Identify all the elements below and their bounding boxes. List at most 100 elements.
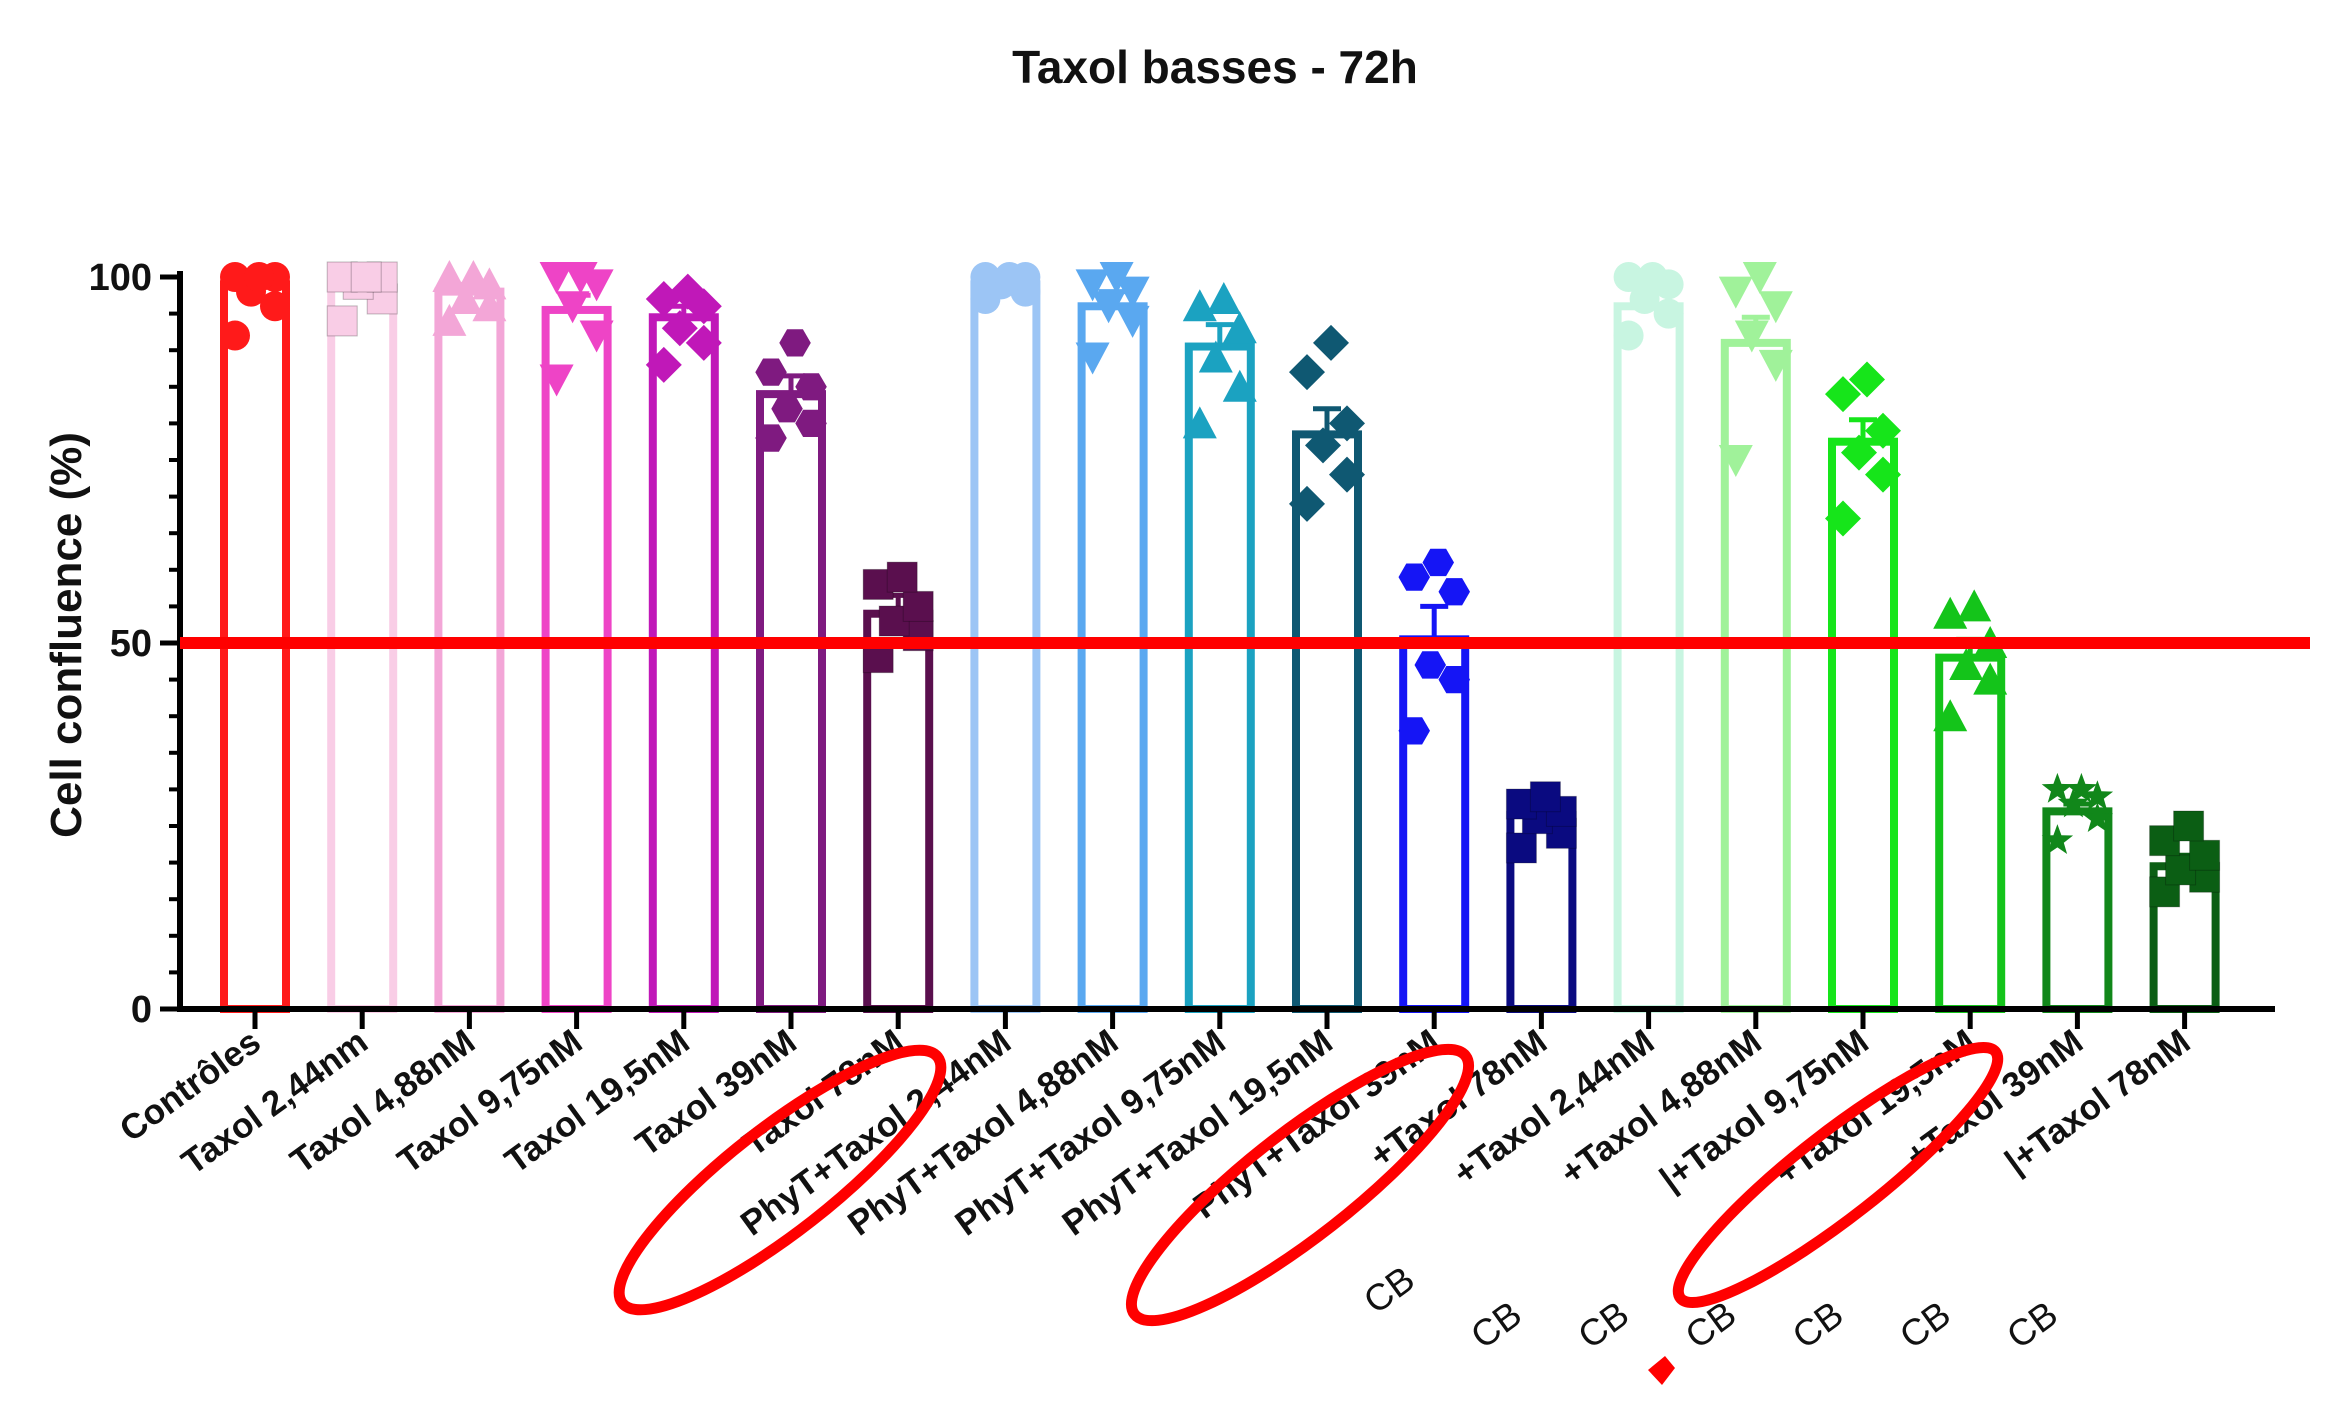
highlight-ellipse: [1672, 1041, 2004, 1309]
chart-title: Taxol basses - 72h: [1012, 41, 1418, 93]
cb-label: CB: [1571, 1293, 1637, 1356]
category-label: Taxol 9,75nM: [391, 1022, 590, 1181]
data-point: [350, 261, 382, 293]
data-point: [244, 262, 274, 292]
data-point: [902, 590, 934, 622]
data-point: [795, 373, 827, 401]
data-point: [326, 305, 358, 337]
data-point: [795, 409, 827, 437]
data-point: [1933, 699, 1968, 732]
data-point: [432, 303, 467, 336]
red-mark-fragment: [1648, 1356, 1675, 1385]
data-point: [1289, 354, 1325, 391]
data-point: [1849, 361, 1885, 398]
data-point: [1758, 349, 1793, 382]
data-point: [2081, 802, 2114, 832]
data-point: [1075, 342, 1110, 375]
highlight-ellipse: [613, 1044, 947, 1316]
data-point: [1613, 262, 1644, 292]
data-point: [1718, 276, 1753, 309]
data-point: [1422, 548, 1454, 577]
data-point: [2041, 772, 2074, 803]
data-point: [1099, 262, 1134, 294]
bar: [1613, 302, 1684, 1013]
bar: [1292, 430, 1362, 1013]
cb-label: CB: [1463, 1293, 1529, 1356]
data-point: [1398, 717, 1430, 745]
data-point: [685, 324, 722, 361]
category-label: Taxol 2,44nm: [175, 1022, 375, 1182]
data-point: [1529, 781, 1561, 813]
data-point: [1758, 291, 1793, 324]
cb-label: CB: [1785, 1293, 1851, 1356]
data-point: [779, 329, 811, 357]
data-point: [1653, 298, 1684, 329]
data-point: [1198, 340, 1233, 373]
data-point: [539, 364, 574, 397]
highlight-ellipse: [1125, 1043, 1475, 1327]
data-point: [1505, 832, 1537, 864]
data-point: [994, 262, 1025, 292]
cb-label: CB: [1999, 1293, 2065, 1356]
data-point: [1115, 276, 1150, 309]
bar: [756, 390, 826, 1013]
data-point: [755, 424, 787, 452]
y-tick-label: 0: [131, 989, 152, 1031]
data-point: [2057, 787, 2090, 818]
data-point: [1841, 434, 1877, 471]
data-point: [661, 310, 698, 347]
data-point: [1637, 262, 1668, 292]
data-point: [1438, 578, 1470, 606]
bar: [1184, 342, 1255, 1014]
category-label: Taxol 4,88nM: [283, 1022, 482, 1181]
data-point: [1222, 369, 1257, 402]
data-point: [970, 262, 1001, 292]
data-point: [669, 273, 706, 310]
annotation-overlay: [613, 1041, 2004, 1385]
data-points: [220, 260, 2221, 908]
data-point: [1398, 563, 1430, 591]
data-point: [555, 291, 590, 324]
data-point: [1414, 651, 1446, 679]
data-point: [1825, 500, 1861, 537]
data-point: [1718, 445, 1753, 477]
data-point: [1313, 324, 1349, 361]
bar: [648, 313, 719, 1013]
y-tick-label: 100: [89, 257, 152, 299]
bar: [434, 287, 505, 1013]
data-point: [1865, 412, 1901, 449]
data-point: [260, 291, 290, 322]
data-point: [1865, 456, 1901, 493]
bar: [1399, 635, 1470, 1014]
category-label: |+Taxol 78nM: [1998, 1022, 2197, 1182]
data-point: [1329, 405, 1365, 442]
data-point: [1957, 589, 1992, 622]
axes: [177, 271, 2310, 1029]
data-point: [1949, 647, 1984, 680]
data-point: [1742, 262, 1777, 294]
data-point: [220, 262, 250, 292]
data-point: [2189, 839, 2221, 871]
data-point: [2081, 780, 2114, 811]
data-point: [1613, 320, 1644, 351]
data-point: [448, 281, 483, 314]
cb-label: CB: [1356, 1258, 1422, 1321]
data-point: [1075, 269, 1110, 302]
bar: [1077, 302, 1148, 1013]
data-point: [1438, 666, 1470, 694]
y-axis-label: Cell confluence (%): [42, 432, 91, 838]
data-point: [1091, 291, 1126, 324]
category-label: Taxol 19,5nM: [498, 1022, 697, 1181]
data-point: [1289, 485, 1325, 522]
data-point: [456, 260, 491, 292]
data-point: [1222, 311, 1257, 344]
bar: [1720, 338, 1791, 1013]
data-point: [579, 320, 614, 353]
y-axis-ticks: 0 50 100: [89, 257, 180, 1031]
data-point: [645, 346, 682, 383]
bar: [541, 305, 612, 1013]
data-point: [1115, 305, 1150, 338]
y-tick-label: 50: [110, 623, 152, 665]
data-point: [771, 395, 803, 423]
